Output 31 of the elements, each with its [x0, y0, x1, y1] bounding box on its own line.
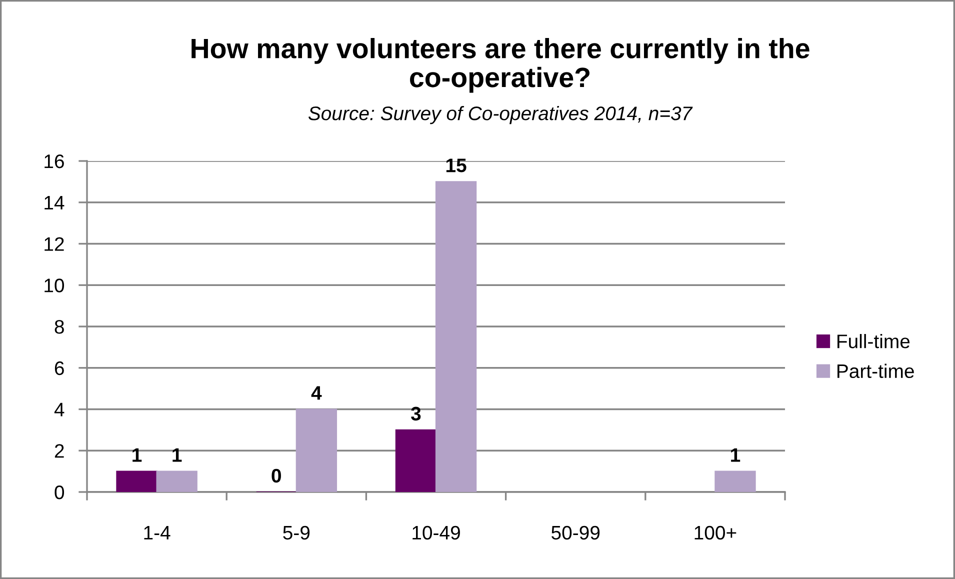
y-tick-label: 2 — [54, 444, 64, 458]
legend-label: Part-time — [838, 364, 914, 378]
x-tick-label: 100+ — [694, 526, 736, 540]
source-note: Source: Survey of Co-operatives 2014, n=37 — [308, 106, 693, 124]
x-tick-label: 1-4 — [144, 526, 170, 540]
data-label: 1 — [731, 448, 740, 462]
y-tick-label: 14 — [44, 196, 64, 210]
bar — [156, 470, 198, 492]
data-label: 1 — [132, 448, 142, 462]
data-label: 3 — [411, 406, 421, 421]
y-tick-label: 12 — [44, 237, 64, 251]
y-tick-label: 6 — [54, 361, 64, 376]
y-tick-label: 4 — [54, 402, 64, 416]
data-label: 1 — [172, 448, 182, 462]
legend-label: Full-time — [838, 334, 910, 348]
y-tick-label: 8 — [54, 320, 64, 334]
x-tick-label: 5-9 — [283, 526, 310, 540]
bar — [296, 408, 338, 492]
data-label: 0 — [272, 468, 281, 483]
y-tick-label: 10 — [44, 278, 64, 292]
y-tick-label: 16 — [44, 154, 64, 168]
x-tick-label: 10-49 — [412, 526, 460, 540]
bar — [435, 181, 477, 492]
chart-title: How many volunteers are there currently in the co-operative? — [192, 38, 810, 93]
x-tick-label: 50-99 — [552, 526, 600, 540]
bar — [116, 470, 158, 492]
data-label: 15 — [446, 158, 466, 172]
bar — [395, 429, 437, 492]
y-tick-label: 0 — [54, 485, 64, 500]
data-label: 4 — [311, 386, 322, 400]
bar — [714, 470, 756, 492]
